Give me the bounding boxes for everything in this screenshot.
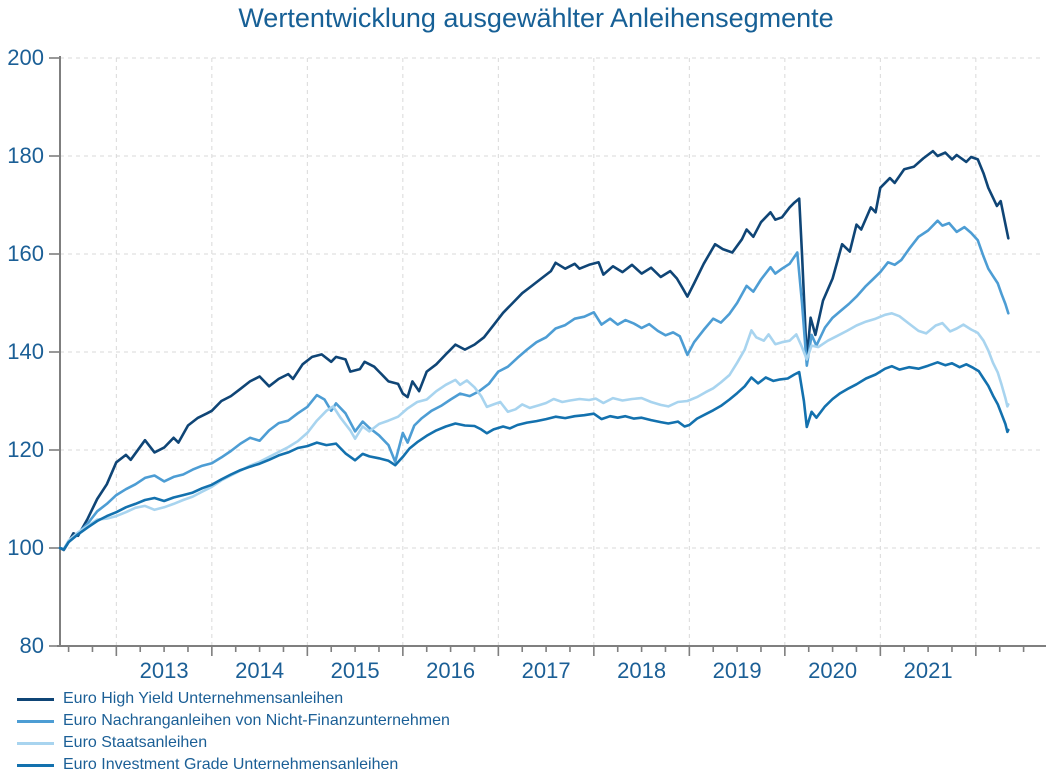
legend-label-high-yield: Euro High Yield Unternehmensanleihen [63, 690, 344, 707]
series-line [58, 360, 1010, 551]
x-tick-label: 2020 [808, 658, 857, 683]
x-tick-label: 2017 [522, 658, 571, 683]
y-tick-label: 140 [7, 339, 44, 364]
y-tick-label: 160 [7, 241, 44, 266]
y-tick-label: 80 [20, 633, 44, 658]
legend-item: Euro Staatsanleihen [17, 732, 450, 754]
series-1 [58, 219, 1010, 551]
x-tick-label: 2018 [617, 658, 666, 683]
series-line [58, 311, 1010, 551]
legend-item: Euro Investment Grade Unternehmensanleih… [17, 754, 450, 775]
axes [57, 56, 1046, 647]
x-tick-label: 2019 [713, 658, 762, 683]
x-tick-label: 2016 [426, 658, 475, 683]
x-tick-label: 2015 [331, 658, 380, 683]
x-tick-label: 2014 [235, 658, 284, 683]
legend-label-nachrang: Euro Nachranganleihen von Nicht-Finanzun… [63, 712, 450, 729]
y-tick-label: 180 [7, 143, 44, 168]
x-tick-label: 2021 [904, 658, 953, 683]
series-2 [58, 311, 1010, 551]
y-tick-label: 100 [7, 535, 44, 560]
legend-item: Euro Nachranganleihen von Nicht-Finanzun… [17, 710, 450, 732]
legend-item: Euro High Yield Unternehmensanleihen [17, 688, 450, 710]
legend-line-high-yield [17, 697, 54, 701]
legend-line-nachrang [17, 719, 54, 723]
chart-legend: Euro High Yield Unternehmensanleihen Eur… [17, 688, 450, 775]
legend-line-investment-grade [17, 763, 54, 767]
series-0 [58, 149, 1010, 552]
legend-label-investment-grade: Euro Investment Grade Unternehmensanleih… [63, 756, 399, 773]
axis-ticks [49, 57, 1025, 656]
axis-tick-labels: 80 100 120 140 160 180 200 2013 2014 2015 2016 2017… [7, 45, 952, 683]
x-tick-label: 2013 [140, 658, 189, 683]
legend-label-staatsanleihen: Euro Staatsanleihen [63, 734, 208, 751]
series-line [58, 219, 1010, 551]
series-line [58, 149, 1010, 552]
y-tick-label: 120 [7, 437, 44, 462]
legend-line-staatsanleihen [17, 741, 54, 745]
series-3 [58, 360, 1010, 551]
y-tick-label: 200 [7, 45, 44, 70]
chart-title: Wertentwicklung ausgewählter Anleihenseg… [238, 3, 834, 33]
gridlines [60, 57, 1042, 645]
line-chart-canvas: 80 100 120 140 160 180 200 2013 2014 2015 2016 2017… [7, 45, 1046, 683]
